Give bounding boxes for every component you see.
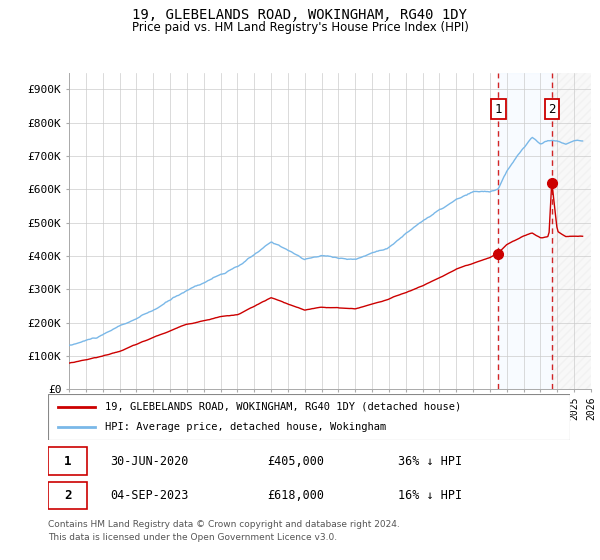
Text: 36% ↓ HPI: 36% ↓ HPI <box>398 455 462 468</box>
Text: 16% ↓ HPI: 16% ↓ HPI <box>398 489 462 502</box>
Bar <box>552 73 591 389</box>
FancyBboxPatch shape <box>48 447 87 475</box>
Text: 1: 1 <box>494 103 502 116</box>
Text: 04-SEP-2023: 04-SEP-2023 <box>110 489 189 502</box>
FancyBboxPatch shape <box>48 394 570 440</box>
Bar <box>499 73 552 389</box>
Text: 19, GLEBELANDS ROAD, WOKINGHAM, RG40 1DY (detached house): 19, GLEBELANDS ROAD, WOKINGHAM, RG40 1DY… <box>106 402 461 412</box>
Text: Price paid vs. HM Land Registry's House Price Index (HPI): Price paid vs. HM Land Registry's House … <box>131 21 469 34</box>
Text: 2: 2 <box>64 489 71 502</box>
Text: 30-JUN-2020: 30-JUN-2020 <box>110 455 189 468</box>
Text: 1: 1 <box>64 455 71 468</box>
Text: 19, GLEBELANDS ROAD, WOKINGHAM, RG40 1DY: 19, GLEBELANDS ROAD, WOKINGHAM, RG40 1DY <box>133 8 467 22</box>
Text: This data is licensed under the Open Government Licence v3.0.: This data is licensed under the Open Gov… <box>48 533 337 542</box>
Text: 2: 2 <box>548 103 556 116</box>
Text: £618,000: £618,000 <box>267 489 324 502</box>
Text: HPI: Average price, detached house, Wokingham: HPI: Average price, detached house, Woki… <box>106 422 386 432</box>
FancyBboxPatch shape <box>48 482 87 509</box>
Text: Contains HM Land Registry data © Crown copyright and database right 2024.: Contains HM Land Registry data © Crown c… <box>48 520 400 529</box>
Text: £405,000: £405,000 <box>267 455 324 468</box>
